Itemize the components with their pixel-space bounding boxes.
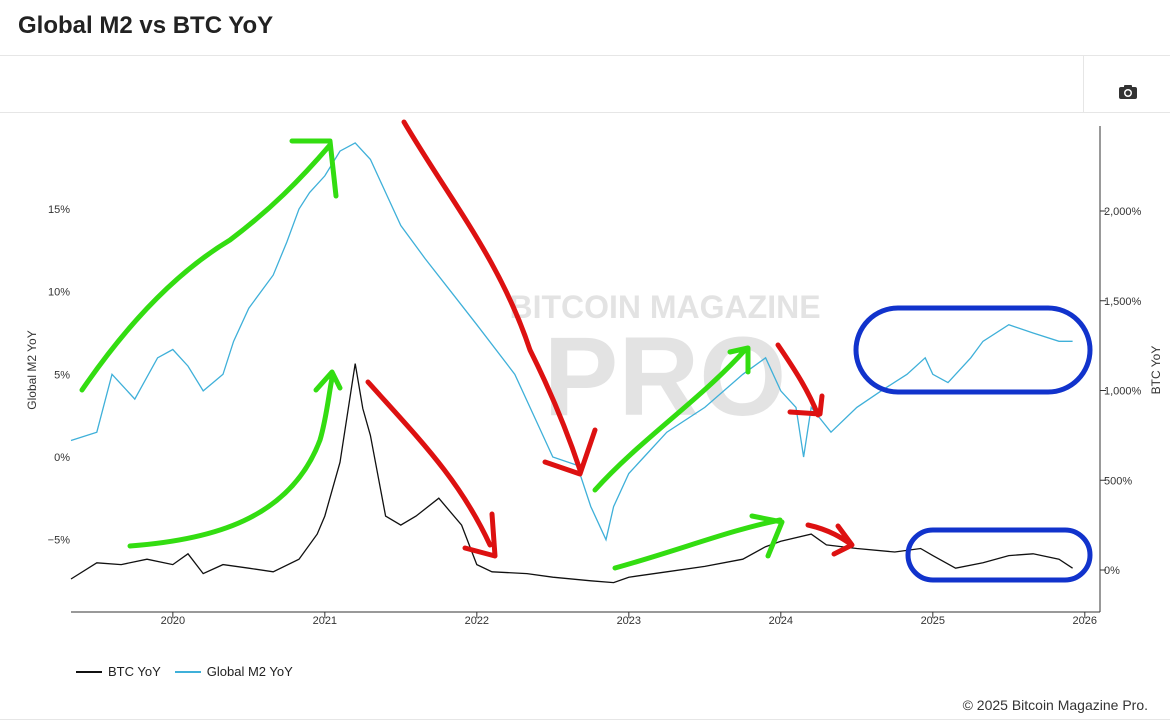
x-tick-label: 2023 [617,615,641,627]
right-tick-label: 1,500% [1104,296,1142,308]
left-axis-ticks: 15% 10% 5% 0% −5% [48,204,71,547]
global-m2-yoy-line [70,142,1073,542]
toolbar [0,56,1170,113]
red-arrow-down-m2-2024 [775,342,825,418]
red-arrow-down-m2 [401,119,598,477]
red-arrow-right-btc-2024 [805,522,855,557]
left-tick-label: 15% [48,204,70,216]
watermark-line1: BITCOIN MAGAZINE [509,289,820,325]
btc-yoy-line [70,363,1073,584]
blue-circle-m2-2025 [853,305,1093,395]
camera-icon[interactable] [1118,84,1138,100]
green-arrow-up-btc-2023 [612,513,785,571]
watermark-logo: BITCOIN MAGAZINE PRO [509,289,820,439]
x-tick-label: 2024 [769,615,793,627]
x-tick-label: 2025 [921,615,945,627]
x-tick-label: 2026 [1073,615,1097,627]
green-arrow-up-m2-2023 [592,345,751,493]
chart-area: BITCOIN MAGAZINE PRO 2020 2021 2022 2023 202… [25,119,1163,627]
right-axis-ticks: 2,000% 1,500% 1,000% 500% 0% [1100,206,1142,577]
right-tick-label: 0% [1104,565,1120,577]
chart-title: Global M2 vs BTC YoY [18,12,274,39]
right-tick-label: 2,000% [1104,206,1142,218]
camera-button-container [1083,56,1170,112]
watermark-line2: PRO [544,314,787,439]
left-tick-label: −5% [48,535,71,547]
x-axis-ticks: 2020 2021 2022 2023 2024 2025 2026 [161,612,1097,627]
right-axis-label: BTC YoY [1149,346,1163,395]
left-tick-label: 5% [54,369,70,381]
copyright-footer: © 2025 Bitcoin Magazine Pro. [962,697,1148,713]
red-arrow-down-btc [365,379,498,559]
legend-item-btc[interactable]: BTC YoY [76,664,161,679]
blue-circle-btc-2025 [905,527,1093,583]
x-tick-label: 2020 [161,615,185,627]
title-divider [0,55,1170,56]
legend-label-m2: Global M2 YoY [206,664,293,679]
right-tick-label: 500% [1104,475,1132,487]
x-tick-label: 2022 [465,615,489,627]
green-arrow-up-btc [127,369,343,549]
left-axis-label: Global M2 YoY [25,330,39,409]
legend-swatch-m2 [174,670,201,673]
bottom-divider [0,719,1170,720]
right-tick-label: 1,000% [1104,386,1142,398]
chart-legend: BTC YoY Global M2 YoY [76,664,293,679]
annotations [79,119,1093,583]
left-tick-label: 0% [54,452,70,464]
legend-item-m2[interactable]: Global M2 YoY [174,664,293,679]
legend-label-btc: BTC YoY [108,664,161,679]
x-tick-label: 2021 [313,615,337,627]
green-arrow-up-m2 [79,138,339,393]
left-tick-label: 10% [48,287,70,299]
legend-swatch-btc [76,670,102,673]
